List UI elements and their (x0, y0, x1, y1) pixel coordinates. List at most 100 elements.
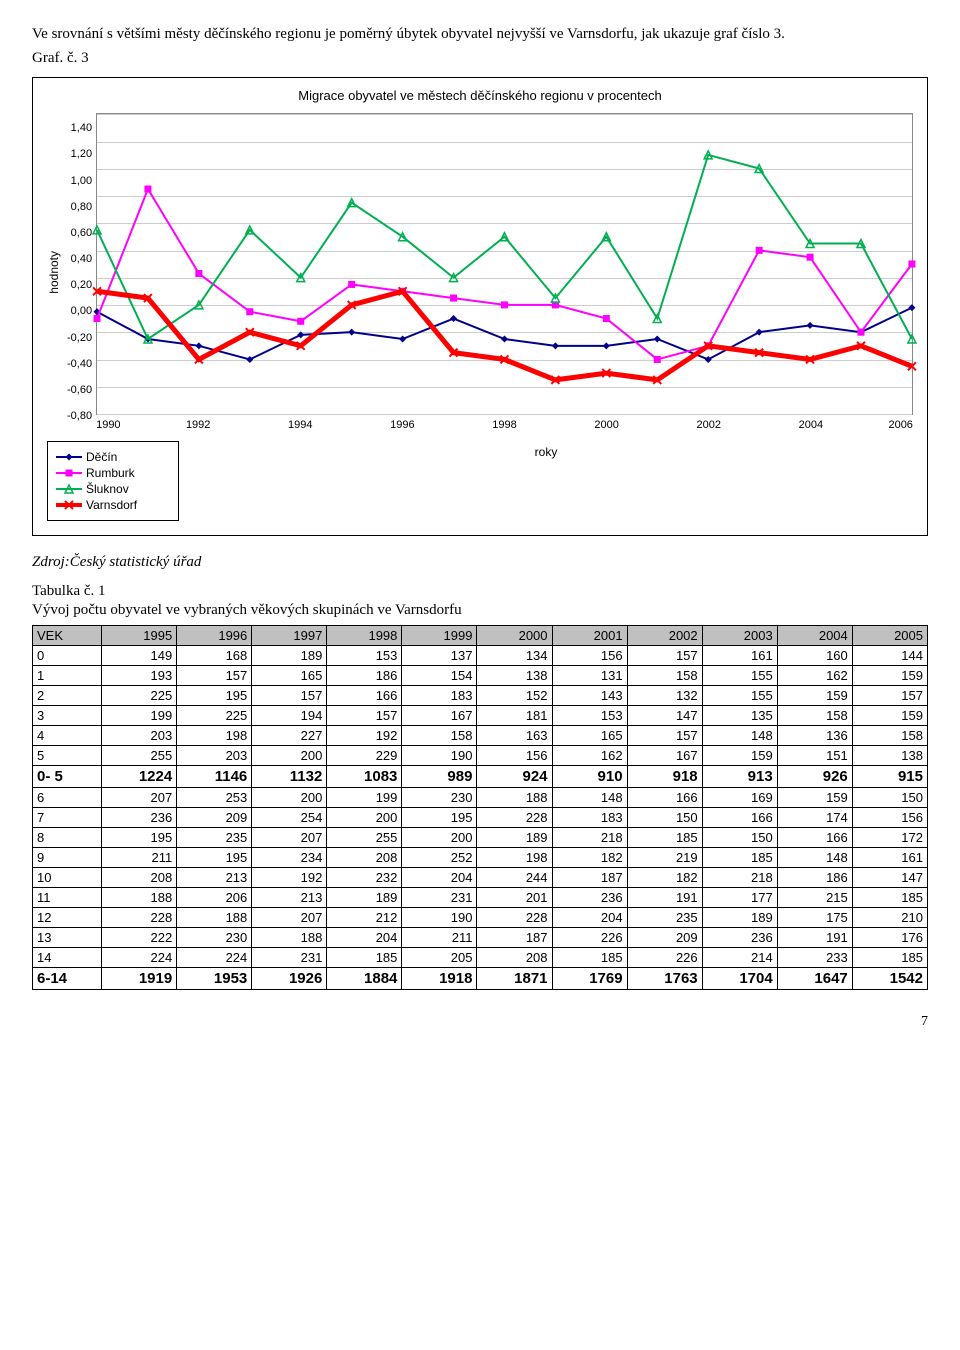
table-row: 3199225194157167181153147135158159 (33, 706, 928, 726)
table-cell: 188 (252, 928, 327, 948)
chart-title: Migrace obyvatel ve městech děčínského r… (47, 88, 913, 103)
table-cell: 225 (177, 706, 252, 726)
legend-item: Rumburk (58, 466, 168, 480)
table-cell: 200 (402, 828, 477, 848)
legend-swatch (58, 484, 80, 494)
table-cell: 185 (552, 948, 627, 968)
table-cell: 206 (177, 888, 252, 908)
table-cell: 218 (552, 828, 627, 848)
table-cell: 189 (327, 888, 402, 908)
table-cell: 1919 (102, 968, 177, 990)
table-cell: 913 (702, 766, 777, 788)
table-cell: 161 (852, 848, 927, 868)
table-cell: 160 (777, 646, 852, 666)
table-cell: 159 (702, 746, 777, 766)
table-cell: 209 (177, 808, 252, 828)
table-cell: 157 (627, 726, 702, 746)
table-cell: 158 (777, 706, 852, 726)
table-cell: 212 (327, 908, 402, 928)
legend-swatch (58, 452, 80, 462)
table-header: 1996 (177, 626, 252, 646)
table-cell: 157 (627, 646, 702, 666)
table-cell: 159 (852, 706, 927, 726)
table-cell: 2 (33, 686, 102, 706)
table-cell: 157 (327, 706, 402, 726)
table-row: 4203198227192158163165157148136158 (33, 726, 928, 746)
table-cell: 203 (102, 726, 177, 746)
y-ticks: 1,401,201,000,800,600,400,200,00-0,20-0,… (67, 122, 96, 422)
table-cell: 235 (627, 908, 702, 928)
table-cell: 166 (777, 828, 852, 848)
table-cell: 182 (627, 868, 702, 888)
table-cell: 255 (102, 746, 177, 766)
table-cell: 230 (402, 788, 477, 808)
table-row: 10208213192232204244187182218186147 (33, 868, 928, 888)
table-cell: 207 (252, 828, 327, 848)
table-cell: 165 (252, 666, 327, 686)
table-cell: 148 (702, 726, 777, 746)
y-tick: 0,20 (67, 279, 92, 291)
table-cell: 189 (252, 646, 327, 666)
table-cell: 910 (552, 766, 627, 788)
table-header: 2001 (552, 626, 627, 646)
table-cell: 195 (177, 848, 252, 868)
table-cell: 149 (102, 646, 177, 666)
table-cell: 1146 (177, 766, 252, 788)
y-tick: 1,20 (67, 148, 92, 160)
legend-item: Šluknov (58, 482, 168, 496)
table-cell: 136 (777, 726, 852, 746)
chart-body: hodnoty 1,401,201,000,800,600,400,200,00… (47, 113, 913, 431)
x-tick: 1996 (351, 419, 453, 431)
table-cell: 185 (627, 828, 702, 848)
table-cell: 189 (702, 908, 777, 928)
table-cell: 186 (777, 868, 852, 888)
table-cell: 228 (477, 908, 552, 928)
table-cell: 195 (177, 686, 252, 706)
table-cell: 162 (777, 666, 852, 686)
table-cell: 924 (477, 766, 552, 788)
y-tick: 0,40 (67, 253, 92, 265)
table-cell: 192 (252, 868, 327, 888)
table-row: 9211195234208252198182219185148161 (33, 848, 928, 868)
table-cell: 169 (702, 788, 777, 808)
table-cell: 14 (33, 948, 102, 968)
table-cell: 159 (777, 788, 852, 808)
table-cell: 210 (852, 908, 927, 928)
table-caption: Vývoj počtu obyvatel ve vybraných věkový… (32, 602, 928, 619)
table-cell: 187 (552, 868, 627, 888)
legend-label: Děčín (86, 450, 117, 464)
table-cell: 135 (702, 706, 777, 726)
table-cell: 189 (477, 828, 552, 848)
table-cell: 1871 (477, 968, 552, 990)
table-cell: 195 (402, 808, 477, 828)
table-cell: 224 (177, 948, 252, 968)
table-row: 12228188207212190228204235189175210 (33, 908, 928, 928)
table-cell: 4 (33, 726, 102, 746)
table-cell: 168 (177, 646, 252, 666)
table-header: 2000 (477, 626, 552, 646)
table-cell: 228 (102, 908, 177, 928)
table-cell: 181 (477, 706, 552, 726)
table-cell: 157 (177, 666, 252, 686)
table-header: 2002 (627, 626, 702, 646)
x-axis-label: roky (179, 441, 913, 521)
table-cell: 236 (102, 808, 177, 828)
source-text: Zdroj:Český statistický úřad (32, 554, 928, 571)
table-cell: 191 (627, 888, 702, 908)
table-cell: 134 (477, 646, 552, 666)
table-cell: 915 (852, 766, 927, 788)
table-cell: 226 (552, 928, 627, 948)
table-cell: 185 (327, 948, 402, 968)
y-tick: 0,80 (67, 201, 92, 213)
table-cell: 192 (327, 726, 402, 746)
table-cell: 188 (477, 788, 552, 808)
table-cell: 200 (327, 808, 402, 828)
legend: Děčín Rumburk Šluknov Varnsdorf (47, 441, 179, 521)
table-cell: 12 (33, 908, 102, 928)
table-cell: 148 (552, 788, 627, 808)
table-cell: 3 (33, 706, 102, 726)
intro-text: Ve srovnání s většími městy děčínského r… (32, 24, 928, 44)
x-tick: 2000 (556, 419, 658, 431)
legend-label: Šluknov (86, 482, 129, 496)
table-cell: 195 (102, 828, 177, 848)
